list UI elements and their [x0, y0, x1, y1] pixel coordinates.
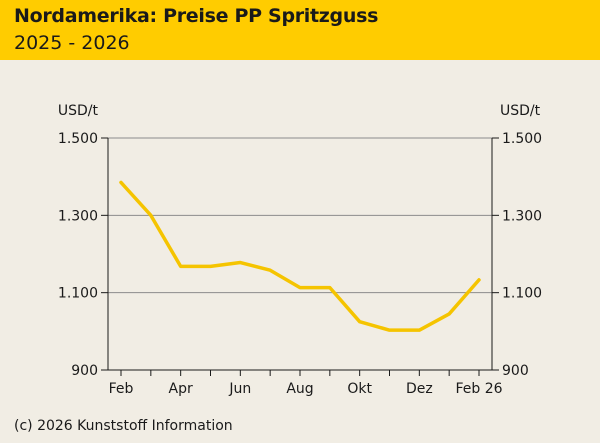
y-tick-label-right: 1.100 — [502, 286, 542, 302]
y-tick-label-left: 1.100 — [58, 286, 98, 302]
series-line — [119, 180, 481, 332]
x-tick-label: Jun — [228, 381, 251, 397]
y-tick-label-right: 1.300 — [502, 208, 542, 224]
source-note: (c) 2026 Kunststoff Information — [14, 418, 233, 434]
y-tick-label-right: 900 — [502, 363, 529, 379]
chart-header: Nordamerika: Preise PP Spritzguss 2025 -… — [0, 0, 600, 60]
y-tick-label-left: 900 — [71, 363, 98, 379]
x-tick-label: Okt — [347, 381, 372, 397]
x-tick-label: Feb — [109, 381, 134, 397]
y-axis-label-right: USD/t — [500, 103, 541, 119]
y-tick-label-left: 1.500 — [58, 131, 98, 147]
x-tick-label: Feb 26 — [455, 381, 502, 397]
gridlines — [108, 137, 492, 294]
y-tick-label-left: 1.300 — [58, 208, 98, 224]
chart-subtitle: 2025 - 2026 — [14, 32, 130, 54]
ticks: 900 900 1.100 1.100 1.300 1.300 1.500 1.500 Feb A… — [58, 131, 542, 397]
y-axis-label-left: USD/t — [58, 103, 99, 119]
x-tick-label: Dez — [406, 381, 433, 397]
x-tick-label: Aug — [286, 381, 313, 397]
y-tick-label-right: 1.500 — [502, 131, 542, 147]
x-tick-label: Apr — [169, 381, 193, 397]
chart-title: Nordamerika: Preise PP Spritzguss — [14, 5, 379, 27]
